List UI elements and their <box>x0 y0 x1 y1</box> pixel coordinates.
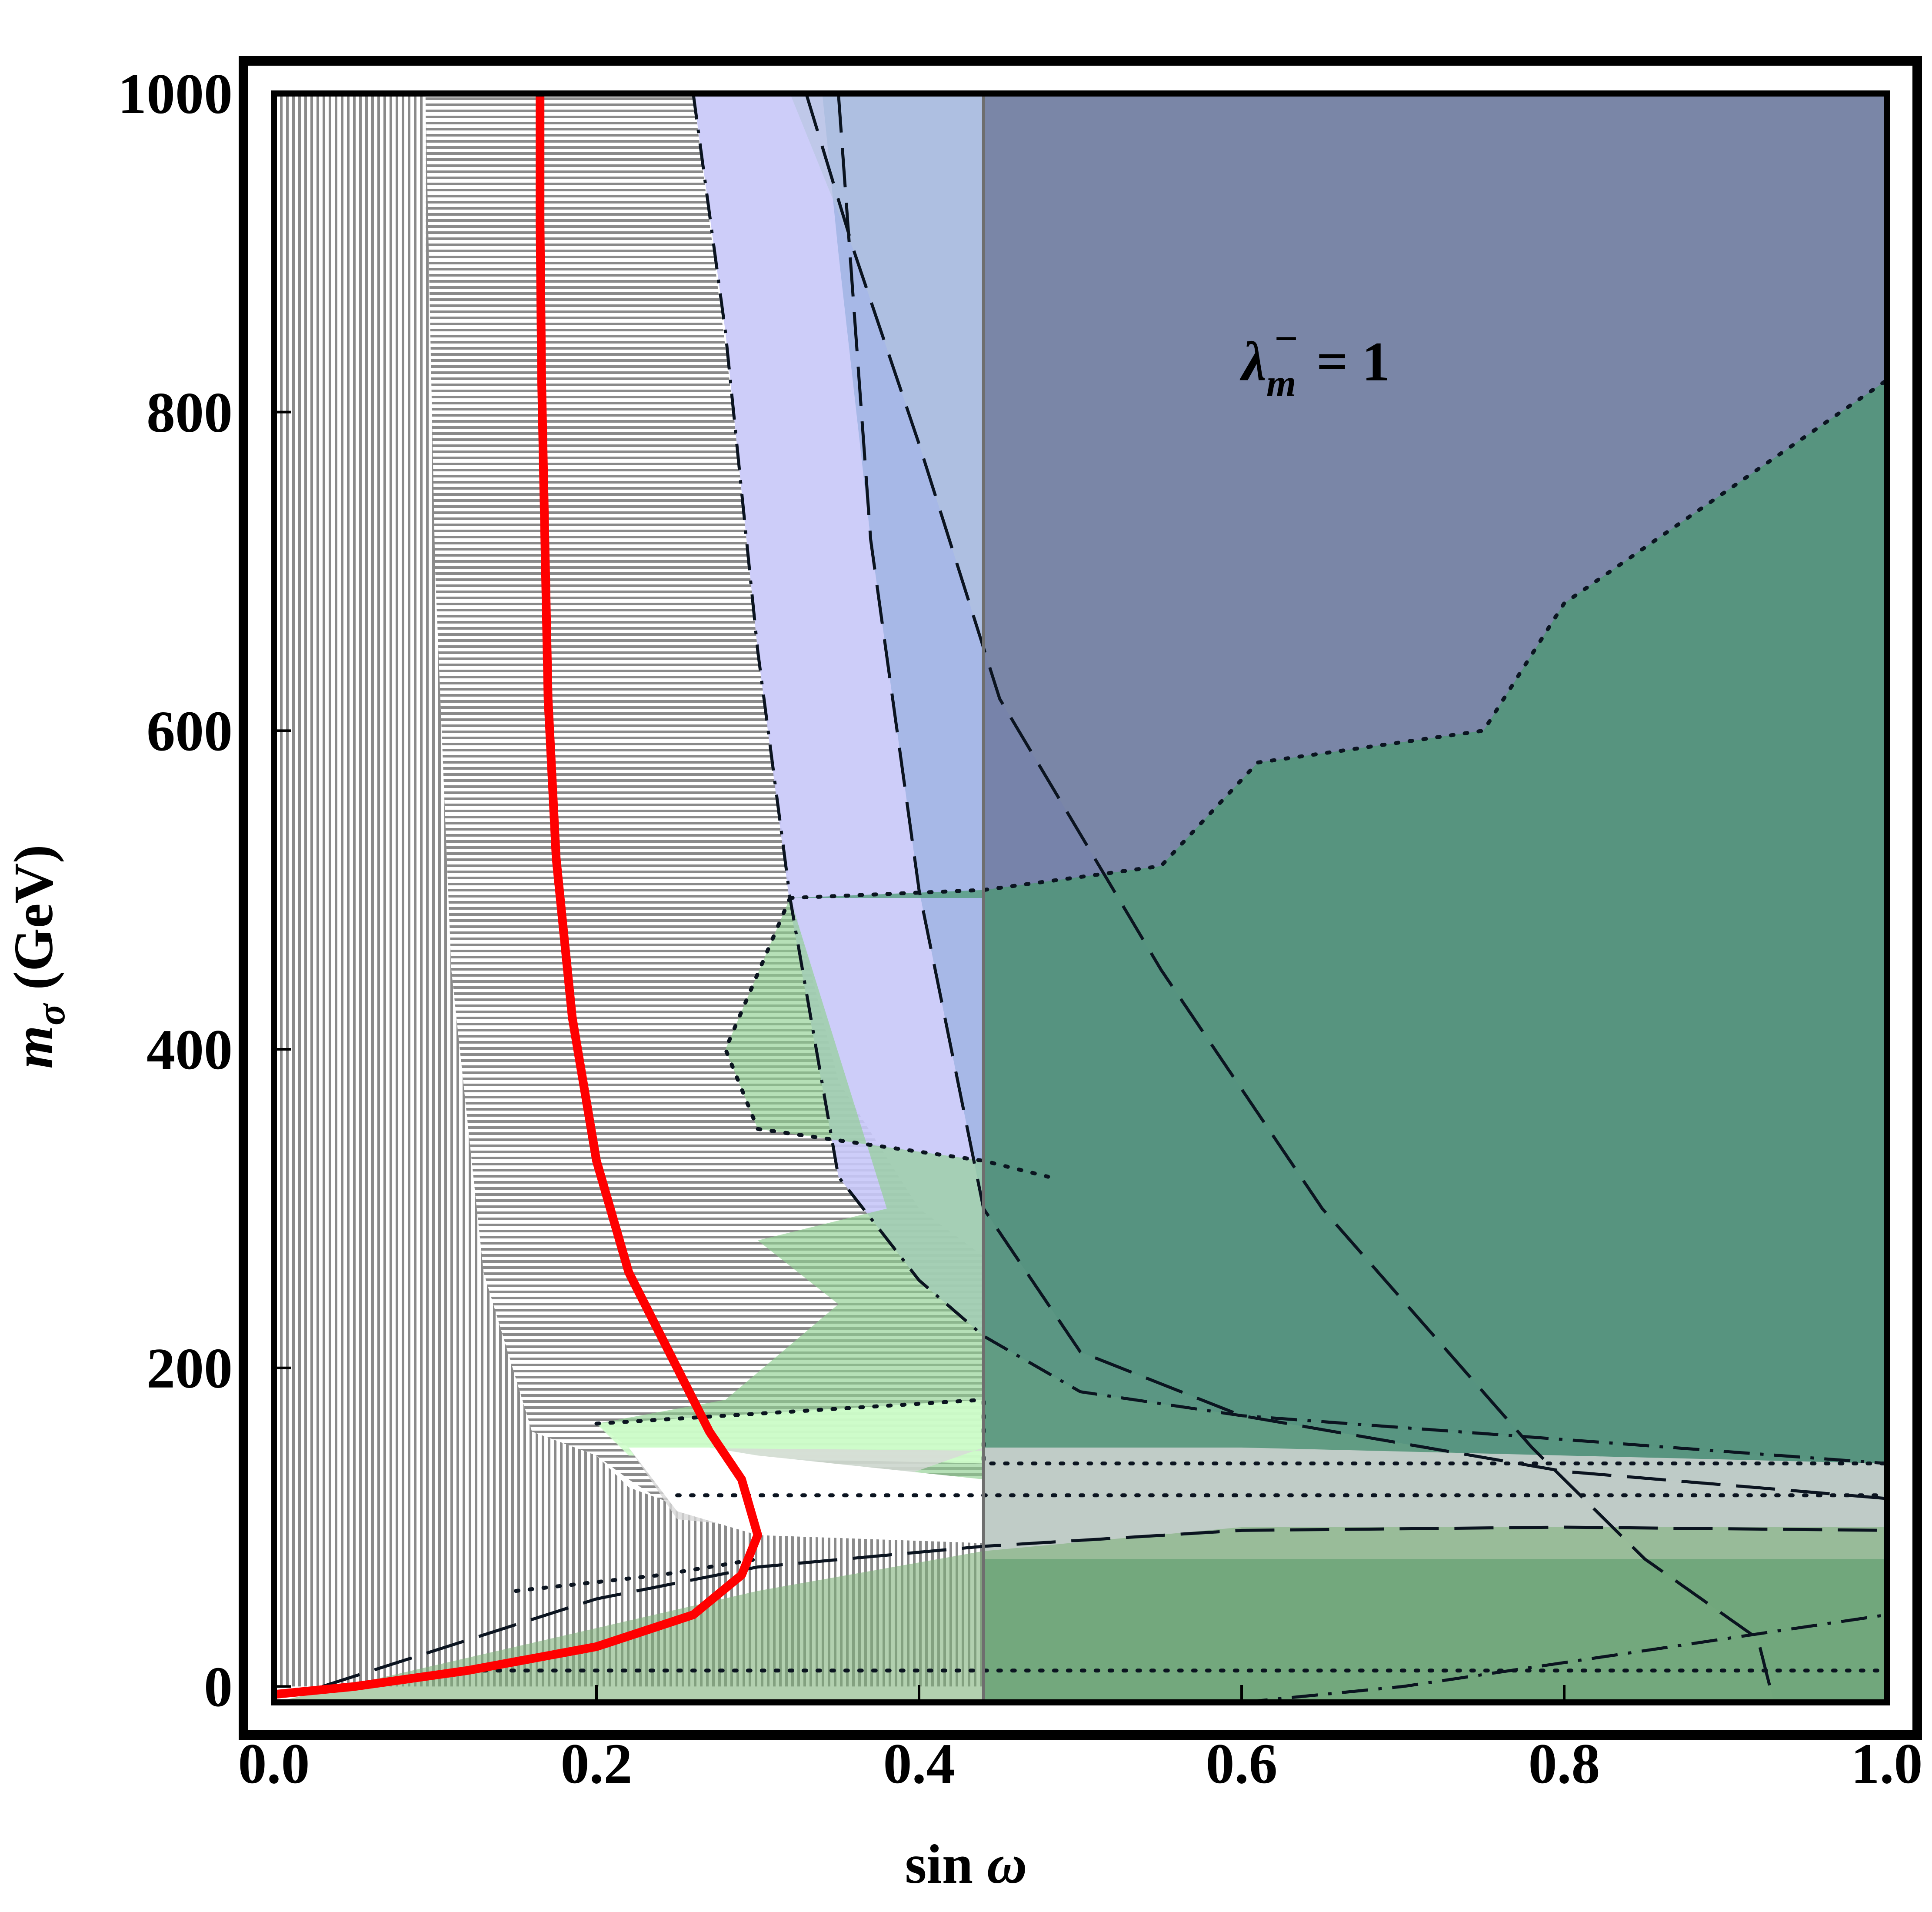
y-axis-title-subscript: σ <box>29 1003 73 1025</box>
y-tick-label-3: 400 <box>147 1018 233 1081</box>
x-tick-label-6: 1.0 <box>1851 1732 1923 1795</box>
x-tick-label-5: 0.8 <box>1529 1732 1600 1795</box>
y-tick-label-1: 0 <box>204 1655 233 1718</box>
y-tick-label-2: 200 <box>147 1336 233 1400</box>
y-axis-title-symbol: m <box>3 1025 64 1069</box>
y-tick-label-4: 600 <box>147 699 233 763</box>
red-highlight-curve <box>274 93 762 1699</box>
x-tick-label-1: 0.0 <box>238 1732 310 1795</box>
plot-border <box>271 90 1890 1705</box>
y-axis-title: mσ (GeV) <box>3 844 73 1068</box>
annotation-superscript: − <box>1274 315 1298 361</box>
y-axis-ticks: 0 200 400 600 800 1000 <box>118 62 291 1718</box>
contour-line-layer <box>322 93 1887 1702</box>
annotation-symbol: λ <box>1239 330 1266 392</box>
shaded-region-5 <box>790 380 1887 1702</box>
contour-line-6 <box>788 378 1887 900</box>
hatch-region-1 <box>274 93 426 1687</box>
shaded-region-7 <box>596 1400 984 1464</box>
lambda-annotation: λm− = 1 <box>1239 315 1390 404</box>
annotation-subscript: m <box>1266 362 1296 404</box>
plot-area <box>274 93 1887 1702</box>
x-axis-title: sin ω <box>905 1833 1027 1895</box>
y-tick-label-5: 800 <box>147 380 233 444</box>
x-axis-title-text: sin <box>905 1833 973 1895</box>
annotation-rest: = 1 <box>1302 330 1390 392</box>
highlight-curve-layer <box>274 93 762 1699</box>
contour-line-3 <box>804 93 1775 1702</box>
hatch-region-3 <box>425 93 984 1687</box>
shaded-region-layer <box>274 93 1887 1702</box>
y-tick-label-6: 1000 <box>118 62 233 126</box>
contour-line-5 <box>1241 1613 1887 1702</box>
contour-line-1 <box>692 93 1887 1465</box>
x-tick-label-2: 0.2 <box>561 1732 633 1795</box>
shaded-region-9 <box>274 1527 1887 1702</box>
x-axis-title-symbol: ω <box>987 1833 1027 1895</box>
contour-line-2 <box>837 93 1887 1500</box>
x-axis-ticks: 0.0 0.2 0.4 0.6 0.8 1.0 <box>238 1685 1923 1795</box>
y-axis-title-unit: (GeV) <box>3 844 64 990</box>
contour-line-7 <box>723 896 1050 1179</box>
contour-line-11 <box>514 1557 760 1593</box>
shaded-region-6 <box>596 898 984 1480</box>
shaded-region-10 <box>629 1447 984 1535</box>
x-tick-label-3: 0.4 <box>883 1732 955 1795</box>
x-tick-label-4: 0.6 <box>1206 1732 1278 1795</box>
figure-frame <box>239 56 1922 1740</box>
